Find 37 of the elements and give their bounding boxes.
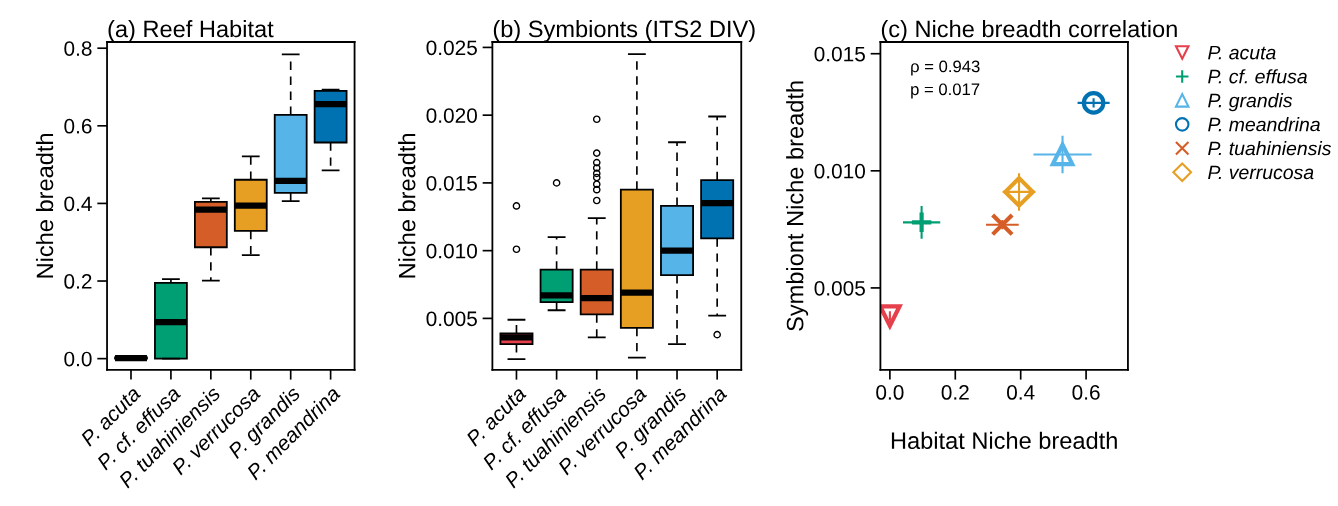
annotation: p = 0.017 xyxy=(911,83,980,99)
y-tick-label: 0.8 xyxy=(64,41,92,56)
x-tick-label: 0.6 xyxy=(1072,385,1100,400)
point xyxy=(990,212,1015,237)
chart-title: (c) Niche breadth correlation xyxy=(881,19,1177,42)
point xyxy=(909,210,934,235)
y-tick-label: 0.010 xyxy=(814,163,866,179)
chart-title: (b) Symbionts (ITS2 DIV) xyxy=(493,19,755,42)
y-tick-label: 0.6 xyxy=(64,118,92,134)
legend-label: P. acuta xyxy=(1208,45,1276,60)
x-tick-label: 0.0 xyxy=(876,385,904,400)
y-tick-label: 0.005 xyxy=(426,311,477,327)
y-axis-title: Niche breadth xyxy=(398,133,416,278)
y-tick-label: 0.005 xyxy=(814,280,865,296)
legend-label: P. cf. effusa xyxy=(1208,69,1307,84)
legend-label: P. tuahiniensis xyxy=(1208,141,1332,156)
x-tick-label: 0.2 xyxy=(941,385,969,400)
legend-label: P. grandis xyxy=(1208,93,1293,112)
chart-title: (a) Reef Habitat xyxy=(108,19,274,42)
annotation: ρ = 0.943 xyxy=(911,60,980,76)
y-tick-label: 0.0 xyxy=(64,351,92,367)
y-tick-label: 0.2 xyxy=(64,274,92,289)
y-tick-label: 0.015 xyxy=(426,175,477,191)
y-tick-label: 0.025 xyxy=(426,40,477,56)
y-axis-title: Niche breadth xyxy=(35,133,54,278)
x-axis-title: Habitat Niche breadth xyxy=(891,431,1117,450)
point xyxy=(1081,91,1106,115)
legend-label: P. meandrina xyxy=(1208,117,1320,132)
y-tick-label: 0.015 xyxy=(814,46,865,62)
y-tick-label: 0.010 xyxy=(426,243,477,259)
point xyxy=(1050,142,1075,167)
y-tick-label: 0.4 xyxy=(64,196,92,212)
legend-label: P. verrucosa xyxy=(1208,165,1314,180)
x-tick-label: 0.4 xyxy=(1007,385,1035,400)
y-axis-title: Symbiont Niche breadth xyxy=(786,81,809,331)
point xyxy=(1003,176,1035,208)
y-tick-label: 0.020 xyxy=(426,108,477,123)
